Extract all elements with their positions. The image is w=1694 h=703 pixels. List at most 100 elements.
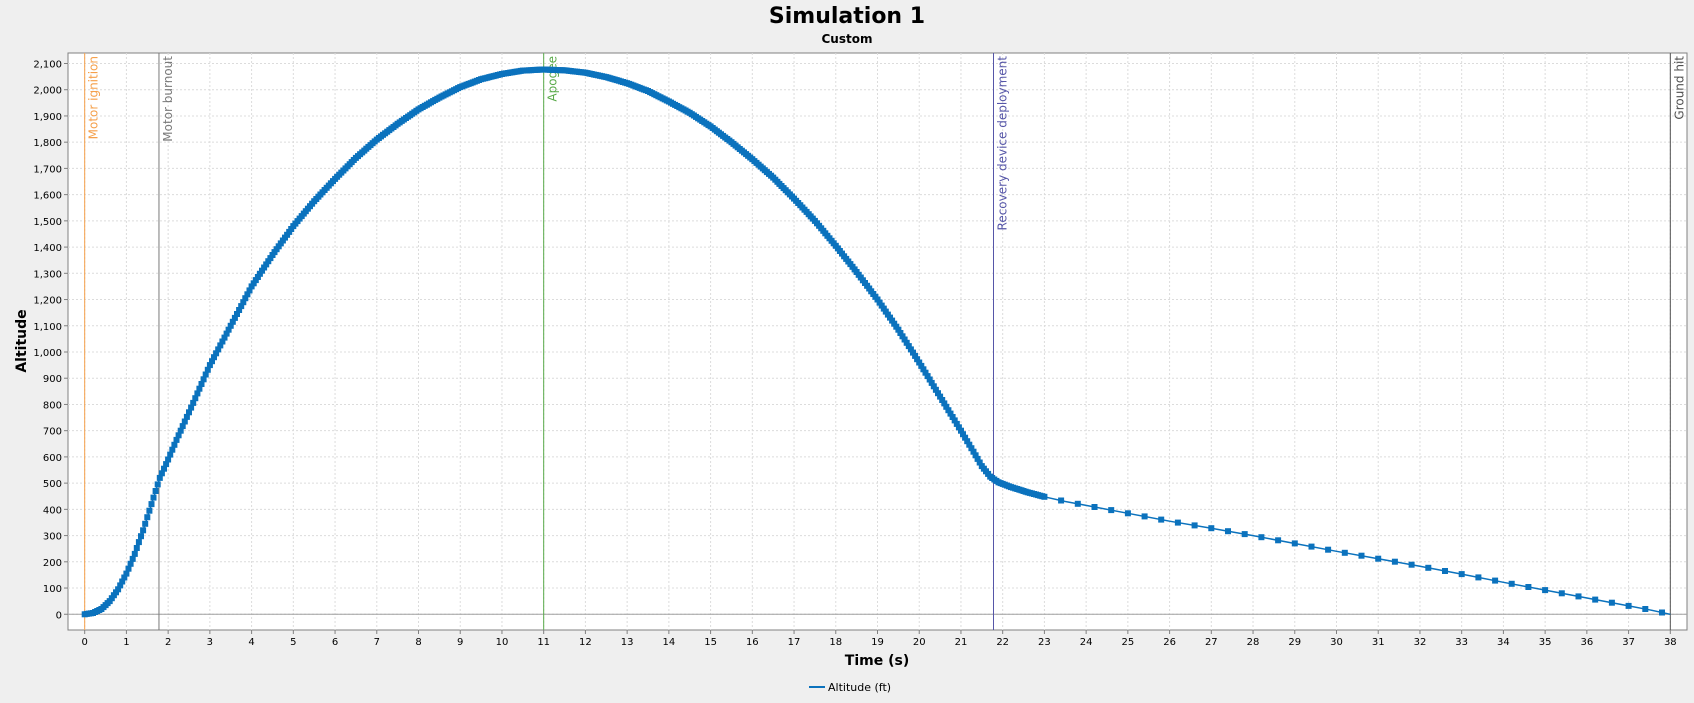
- x-tick-label: 22: [996, 637, 1009, 648]
- y-tick-label: 200: [43, 558, 62, 569]
- x-tick-label: 26: [1163, 637, 1176, 648]
- y-tick-label: 400: [43, 505, 62, 516]
- data-point: [215, 346, 222, 353]
- data-point: [1492, 577, 1499, 584]
- data-point: [1391, 558, 1398, 565]
- data-point: [242, 295, 249, 302]
- data-point: [129, 555, 136, 562]
- data-point: [874, 296, 881, 303]
- data-point: [1325, 546, 1332, 553]
- x-tick-label: 20: [913, 637, 926, 648]
- data-point: [217, 342, 224, 349]
- data-point: [1108, 507, 1115, 514]
- data-point: [123, 570, 130, 577]
- x-tick-label: 11: [537, 637, 550, 648]
- data-point: [1241, 531, 1248, 538]
- data-point: [903, 339, 910, 346]
- data-point: [968, 445, 975, 452]
- data-point: [133, 545, 140, 551]
- data-point: [1659, 609, 1665, 616]
- data-point: [250, 280, 257, 287]
- x-tick-label: 21: [955, 637, 968, 648]
- x-tick-label: 30: [1330, 637, 1343, 648]
- chart-subtitle: Custom: [822, 32, 873, 46]
- x-tick-label: 12: [579, 637, 592, 648]
- data-point: [1442, 568, 1448, 574]
- y-tick-label: 2,100: [33, 59, 62, 70]
- y-tick-label: 300: [43, 532, 62, 543]
- data-point: [131, 550, 138, 557]
- data-point: [265, 258, 272, 265]
- x-tick-label: 8: [415, 637, 421, 648]
- data-point: [188, 404, 195, 411]
- data-point: [261, 264, 268, 271]
- data-point: [1275, 537, 1282, 544]
- data-point: [252, 277, 259, 284]
- data-point: [1124, 510, 1131, 517]
- data-point: [1425, 564, 1432, 571]
- legend-label: Altitude (ft): [828, 681, 891, 694]
- y-tick-label: 700: [43, 427, 62, 438]
- x-tick-label: 18: [829, 637, 842, 648]
- x-tick-label: 31: [1372, 637, 1385, 648]
- y-tick-label: 1,600: [33, 191, 62, 202]
- x-tick-label: 5: [290, 637, 296, 648]
- data-point: [148, 501, 155, 508]
- data-point: [926, 376, 933, 383]
- data-point: [905, 343, 912, 350]
- data-point: [1141, 513, 1148, 520]
- data-point: [937, 393, 944, 400]
- data-point: [955, 424, 962, 431]
- data-point: [259, 267, 265, 274]
- x-tick-label: 2: [165, 637, 171, 648]
- data-point: [922, 369, 929, 376]
- data-point: [198, 381, 205, 387]
- data-point: [238, 303, 245, 310]
- data-point: [227, 322, 234, 329]
- y-tick-label: 1,200: [33, 296, 62, 307]
- data-point: [146, 507, 153, 514]
- event-label: Motor burnout: [161, 56, 175, 142]
- data-point: [1608, 599, 1615, 606]
- data-point: [138, 533, 144, 540]
- data-point: [221, 334, 228, 341]
- data-point: [943, 403, 950, 410]
- data-point: [240, 299, 247, 306]
- y-tick-label: 0: [56, 610, 62, 621]
- data-point: [140, 527, 147, 534]
- x-tick-label: 37: [1622, 637, 1635, 648]
- data-point: [150, 494, 157, 501]
- event-label: Apogee: [546, 56, 560, 102]
- y-tick-label: 1,100: [33, 322, 62, 333]
- data-point: [161, 465, 167, 472]
- data-point: [154, 481, 161, 488]
- x-tick-label: 27: [1205, 637, 1218, 648]
- data-point: [895, 326, 902, 333]
- data-point: [202, 371, 209, 378]
- y-tick-label: 800: [43, 400, 62, 411]
- data-point: [907, 346, 914, 353]
- data-point: [970, 448, 977, 455]
- data-point: [960, 431, 966, 438]
- data-point: [953, 420, 960, 427]
- data-point: [142, 520, 149, 527]
- data-point: [949, 414, 956, 420]
- data-point: [183, 413, 190, 420]
- data-point: [127, 560, 134, 567]
- data-point: [976, 459, 983, 466]
- data-point: [1458, 571, 1465, 578]
- data-point: [924, 373, 931, 380]
- data-point: [897, 330, 904, 336]
- data-point: [256, 270, 263, 277]
- x-tick-label: 34: [1497, 637, 1510, 648]
- data-point: [119, 578, 126, 585]
- data-point: [234, 311, 240, 317]
- data-point: [901, 336, 908, 343]
- data-point: [964, 438, 971, 445]
- data-point: [914, 356, 921, 363]
- data-point: [945, 407, 952, 414]
- y-tick-label: 500: [43, 479, 62, 490]
- data-point: [231, 314, 238, 321]
- data-point: [229, 318, 236, 325]
- x-tick-label: 38: [1664, 637, 1677, 648]
